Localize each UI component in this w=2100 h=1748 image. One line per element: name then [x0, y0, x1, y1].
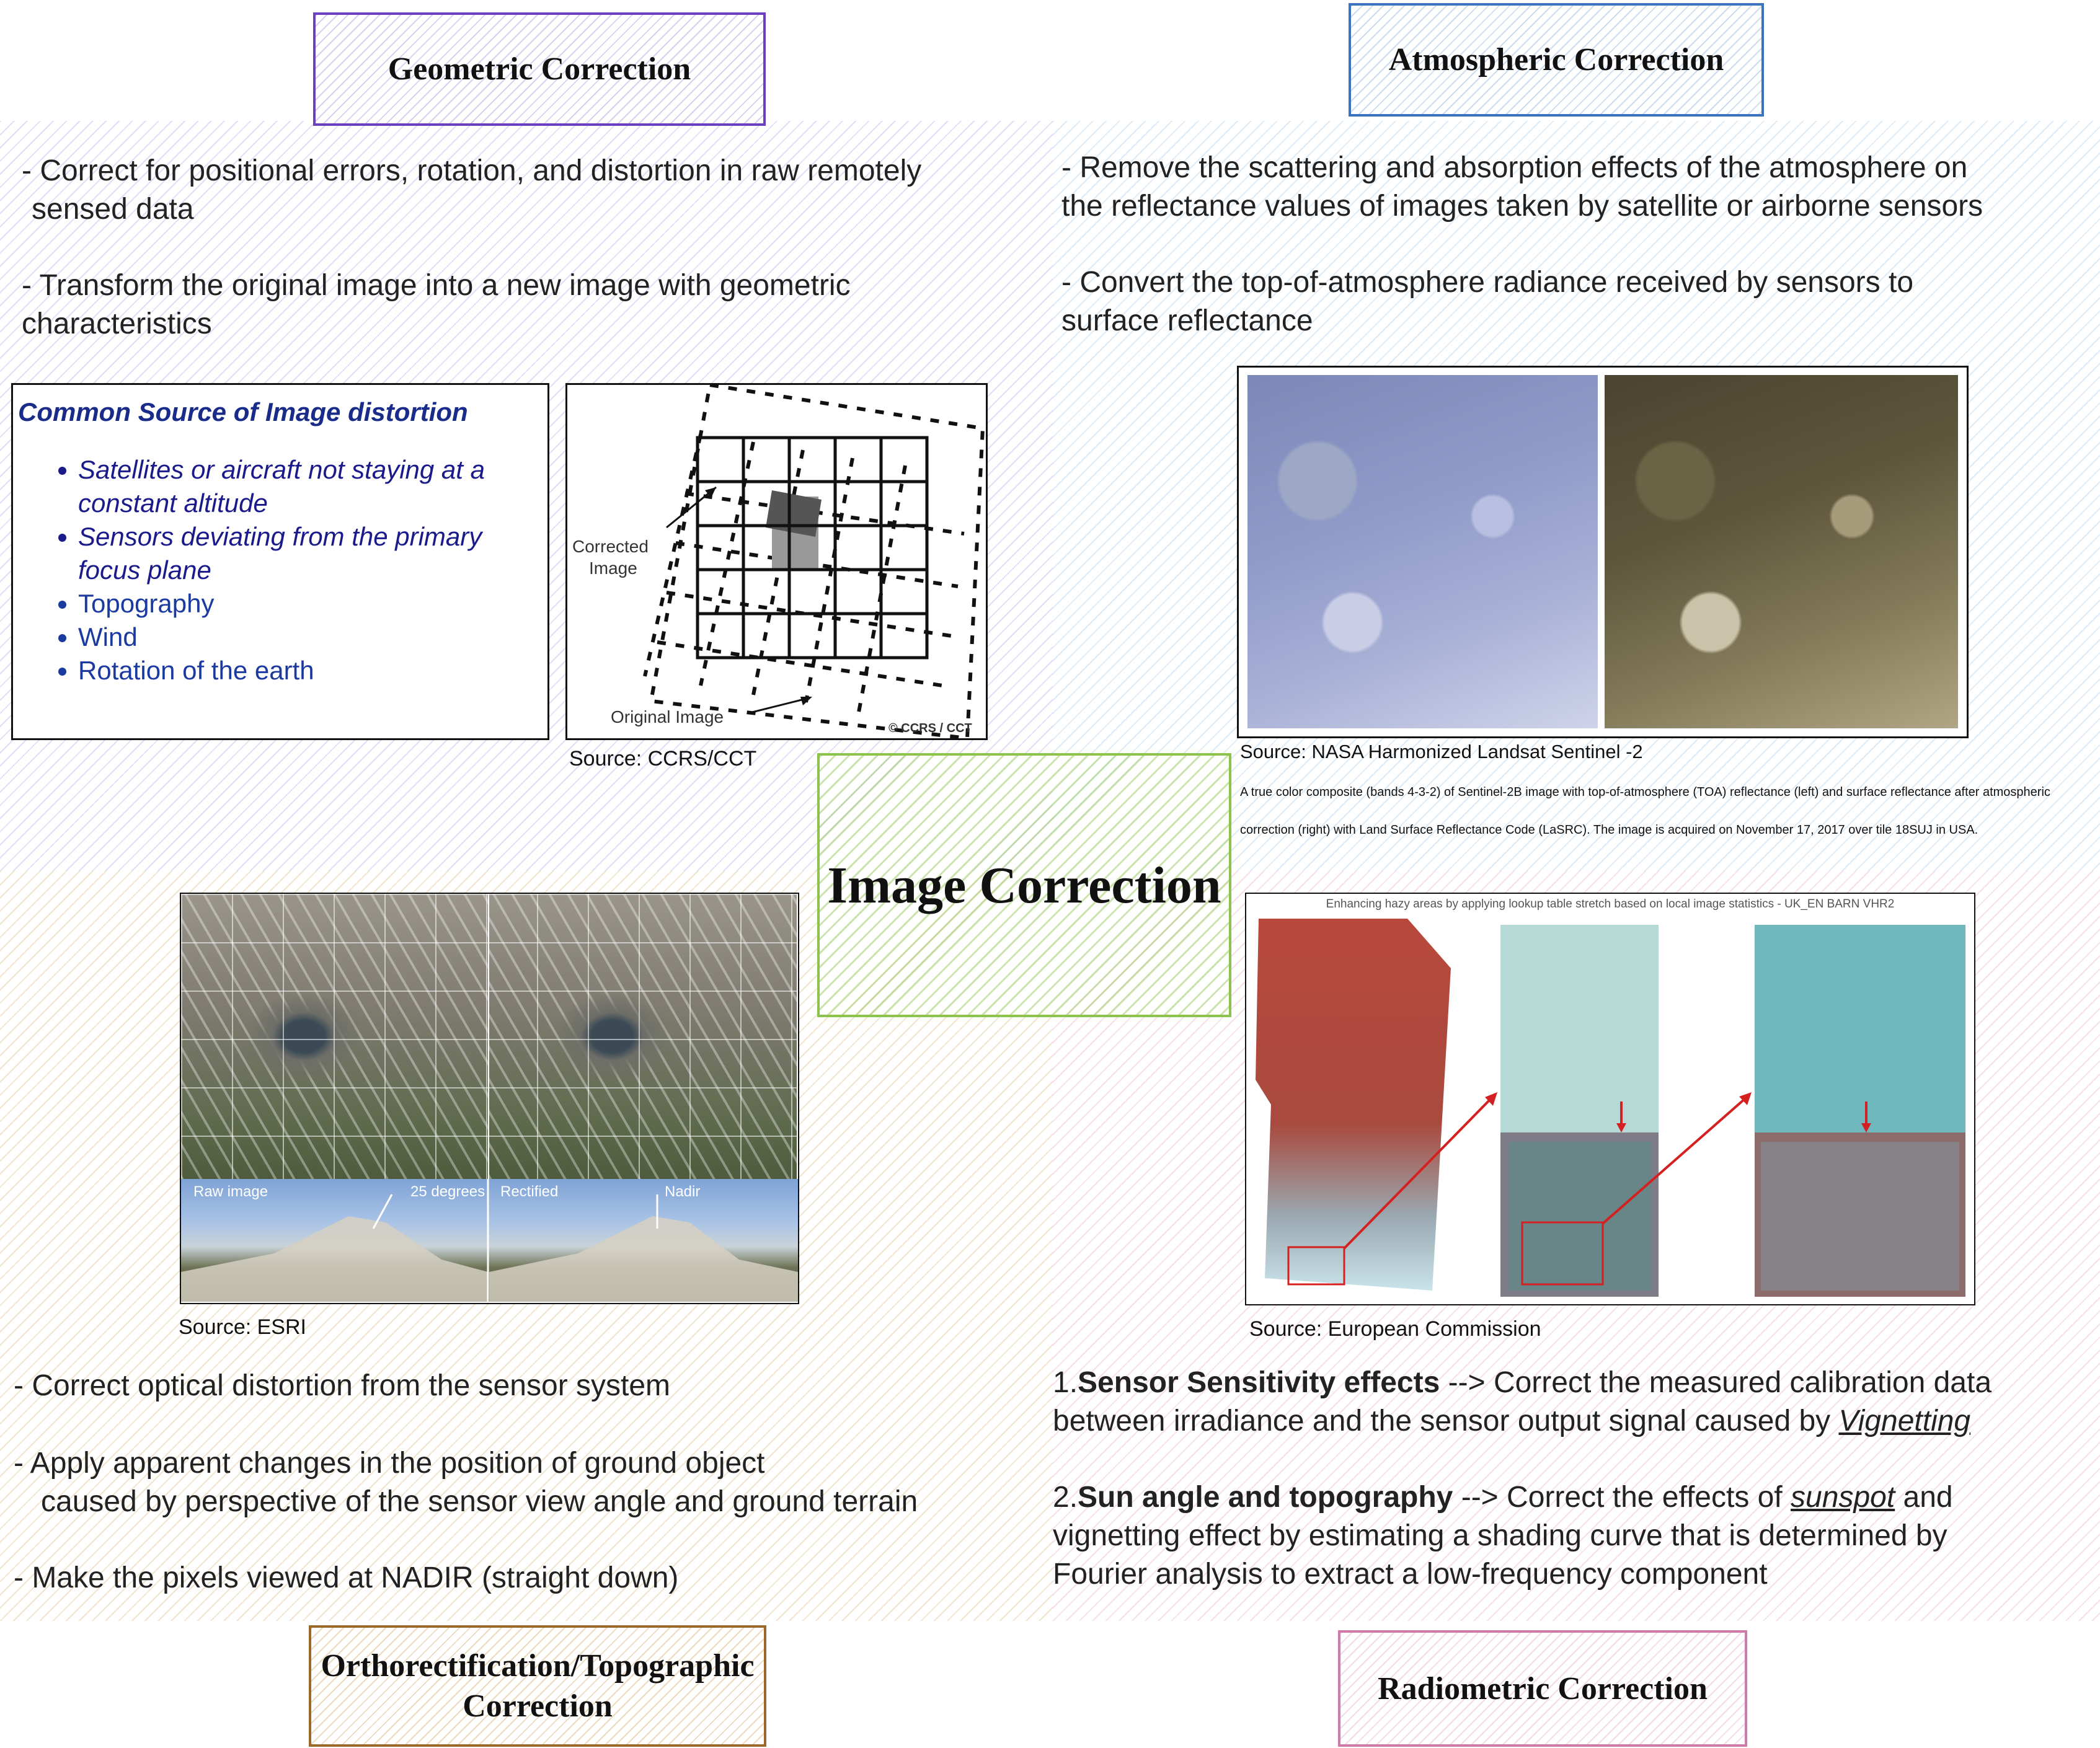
- distortion-sources-box: Common Source of Image distortion Satell…: [11, 383, 549, 740]
- ortho-title-line2: Correction: [463, 1688, 613, 1724]
- sentinel-comparison-image: [1237, 366, 1969, 738]
- rectified-label: Rectified: [500, 1183, 558, 1200]
- atmospheric-title-box: Atmospheric Correction: [1349, 3, 1764, 117]
- geometric-bullet-2: - Transform the original image into a ne…: [22, 267, 851, 343]
- original-image-label: Original Image: [611, 707, 724, 726]
- copyright-label: © CCRS / CCT: [888, 722, 972, 735]
- geometric-source: Source: CCRS/CCT: [569, 747, 757, 770]
- radiometric-title-box: Radiometric Correction: [1338, 1630, 1747, 1747]
- atmospheric-bullet-2-line2: surface reflectance: [1061, 304, 1313, 337]
- radiometric-point-2-line2: vignetting effect by estimating a shadin…: [1053, 1519, 1947, 1552]
- raw-image-label: Raw image: [193, 1183, 268, 1200]
- corrected-label: Corrected: [572, 537, 649, 556]
- atmospheric-bullet-1: - Remove the scattering and absorption e…: [1061, 149, 1983, 226]
- radiometric-source: Source: European Commission: [1249, 1317, 1541, 1341]
- geometric-bullet-1-line2: sensed data: [32, 193, 194, 226]
- ortho-bullet-3: - Make the pixels viewed at NADIR (strai…: [14, 1561, 679, 1594]
- geometric-bullet-1: - Correct for positional errors, rotatio…: [22, 152, 921, 229]
- ortho-bullet-1: - Correct optical distortion from the se…: [14, 1369, 671, 1402]
- center-title-box: Image Correction: [817, 753, 1231, 1017]
- haze-enhancement-image: Enhancing hazy areas by applying lookup …: [1245, 893, 1975, 1305]
- geometric-title: Geometric Correction: [388, 51, 691, 87]
- radiometric-point-1: 1.Sensor Sensitivity effects --> Correct…: [1053, 1366, 1992, 1437]
- atmospheric-caption-1: A true color composite (bands 4-3-2) of …: [1240, 785, 2050, 799]
- list-item: Wind: [78, 620, 485, 654]
- ortho-bullet-2-line2: caused by perspective of the sensor view…: [41, 1485, 918, 1518]
- grid-overlay: [181, 894, 798, 1179]
- haze-figure: [1256, 919, 1965, 1297]
- mountain-profile: Raw image 25 degrees Rectified Nadir: [181, 1179, 798, 1302]
- grid-distortion-figure: Corrected Image Original Image © CCRS / …: [572, 382, 985, 741]
- toa-reflectance-image: [1247, 375, 1598, 728]
- geometric-title-box: Geometric Correction: [313, 12, 766, 126]
- atmospheric-bullet-2: - Convert the top-of-atmosphere radiance…: [1061, 263, 1913, 340]
- degrees-label: 25 degrees: [410, 1183, 485, 1200]
- ortho-title-box: Orthorectification/Topographic Correctio…: [309, 1625, 766, 1747]
- atmospheric-source: Source: NASA Harmonized Landsat Sentinel…: [1240, 741, 1643, 762]
- ortho-source: Source: ESRI: [179, 1315, 306, 1339]
- corrected-label-2: Image: [589, 558, 637, 578]
- atmospheric-bullet-1-line2: the reflectance values of images taken b…: [1061, 190, 1983, 223]
- geometric-bullet-1-line1: - Correct for positional errors, rotatio…: [22, 154, 922, 187]
- list-item: Rotation of the earth: [78, 654, 485, 687]
- list-item: Topography: [78, 587, 485, 620]
- center-title: Image Correction: [827, 856, 1221, 914]
- ortho-bullet-2-line1: - Apply apparent changes in the position…: [14, 1447, 765, 1480]
- radiometric-point-2: 2.Sun angle and topography --> Correct t…: [1053, 1478, 1953, 1594]
- radiometric-point-2-line3: Fourier analysis to extract a low-freque…: [1053, 1558, 1768, 1591]
- surface-reflectance-image: [1605, 375, 1958, 728]
- geometric-bullet-2-line1: - Transform the original image into a ne…: [22, 269, 851, 302]
- radiometric-title: Radiometric Correction: [1378, 1671, 1708, 1706]
- list-item: Sensors deviating from the primaryfocus …: [78, 520, 485, 587]
- list-item: Satellites or aircraft not staying at ac…: [78, 453, 485, 520]
- distortion-sources-list: Satellites or aircraft not staying at ac…: [38, 453, 485, 687]
- ortho-title-line1: Orthorectification/Topographic: [321, 1648, 755, 1684]
- atmospheric-bullet-2-line1: - Convert the top-of-atmosphere radiance…: [1061, 266, 1914, 299]
- atmospheric-bullet-1-line1: - Remove the scattering and absorption e…: [1061, 151, 1968, 184]
- atmospheric-title: Atmospheric Correction: [1388, 42, 1724, 77]
- esri-ortho-image: Raw image 25 degrees Rectified Nadir: [180, 893, 799, 1304]
- geometric-bullet-2-line2: characteristics: [22, 307, 212, 340]
- ortho-bullet-2: - Apply apparent changes in the position…: [14, 1444, 918, 1521]
- distortion-sources-heading: Common Source of Image distortion: [18, 397, 468, 426]
- nadir-label: Nadir: [665, 1183, 700, 1200]
- geometric-diagram: Corrected Image Original Image © CCRS / …: [565, 382, 988, 741]
- atmospheric-caption-2: correction (right) with Land Surface Ref…: [1240, 823, 1978, 837]
- haze-image-title: Enhancing hazy areas by applying lookup …: [1326, 898, 1895, 911]
